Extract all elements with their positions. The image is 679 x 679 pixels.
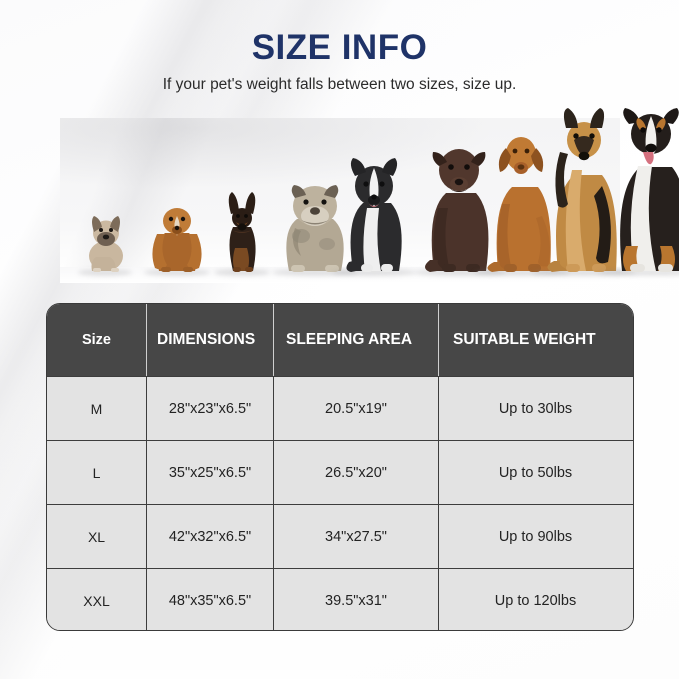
dog-shadow [474,269,570,276]
dog-bernese-mountain-dog [596,96,679,272]
cell-suitable-weight: Up to 120lbs [438,569,632,630]
cell-size: XXL [83,592,110,609]
cell-suitable-weight: Up to 50lbs [438,441,632,504]
dog-german-shepherd [530,106,636,272]
cell-suitable-weight: Up to 90lbs [438,505,632,568]
table-row: M 28"x23"x6.5" 20.5"x19" Up to 30lbs [47,376,633,440]
dog-shadow [332,269,416,276]
cell-suitable-weight: Up to 30lbs [438,377,632,440]
column-header-size: Size [81,332,111,348]
dog-shadow [214,269,270,276]
dog-shadow [414,269,506,276]
dog-shadow [598,269,679,276]
dog-border-collie [331,150,417,272]
dog-chocolate-labrador [412,136,506,272]
dog-size-comparison-photo [60,108,679,283]
cell-sleeping-area: 34"x27.5" [273,505,438,568]
page-title: SIZE INFO [251,28,428,67]
dog-english-bulldog [271,176,359,272]
cell-sleeping-area: 20.5"x19" [273,377,438,440]
size-info-table: Size DIMENSIONS SLEEPING AREA SUITABLE W… [46,303,634,631]
cell-dimensions: 48"x35"x6.5" [146,569,273,630]
column-header-suitable-weight: SUITABLE WEIGHT [438,304,632,376]
cell-dimensions: 28"x23"x6.5" [146,377,273,440]
page-subtitle: If your pet's weight falls between two s… [162,76,517,93]
cell-size: L [92,464,101,481]
column-header-dimensions: DIMENSIONS [146,304,273,376]
dog-french-bulldog [80,210,132,272]
cell-size: M [90,400,103,417]
dog-miniature-pinscher [213,186,271,272]
dog-cavalier-king-charles-spaniel [145,194,209,272]
table-header-row: Size DIMENSIONS SLEEPING AREA SUITABLE W… [47,304,633,376]
dog-shadow [78,269,132,276]
table-row: L 35"x25"x6.5" 26.5"x20" Up to 50lbs [47,440,633,504]
cell-dimensions: 35"x25"x6.5" [146,441,273,504]
dog-shadow [532,269,636,276]
cell-dimensions: 42"x32"x6.5" [146,505,273,568]
table-row: XXL 48"x35"x6.5" 39.5"x31" Up to 120lbs [47,568,633,630]
dog-shadow [272,269,358,276]
table-row: XL 42"x32"x6.5" 34"x27.5" Up to 90lbs [47,504,633,568]
cell-sleeping-area: 26.5"x20" [273,441,438,504]
dog-vizsla [472,124,570,272]
dog-shadow [144,269,210,276]
cell-sleeping-area: 39.5"x31" [273,569,438,630]
cell-size: XL [87,528,106,545]
column-header-sleeping-area: SLEEPING AREA [273,304,438,376]
